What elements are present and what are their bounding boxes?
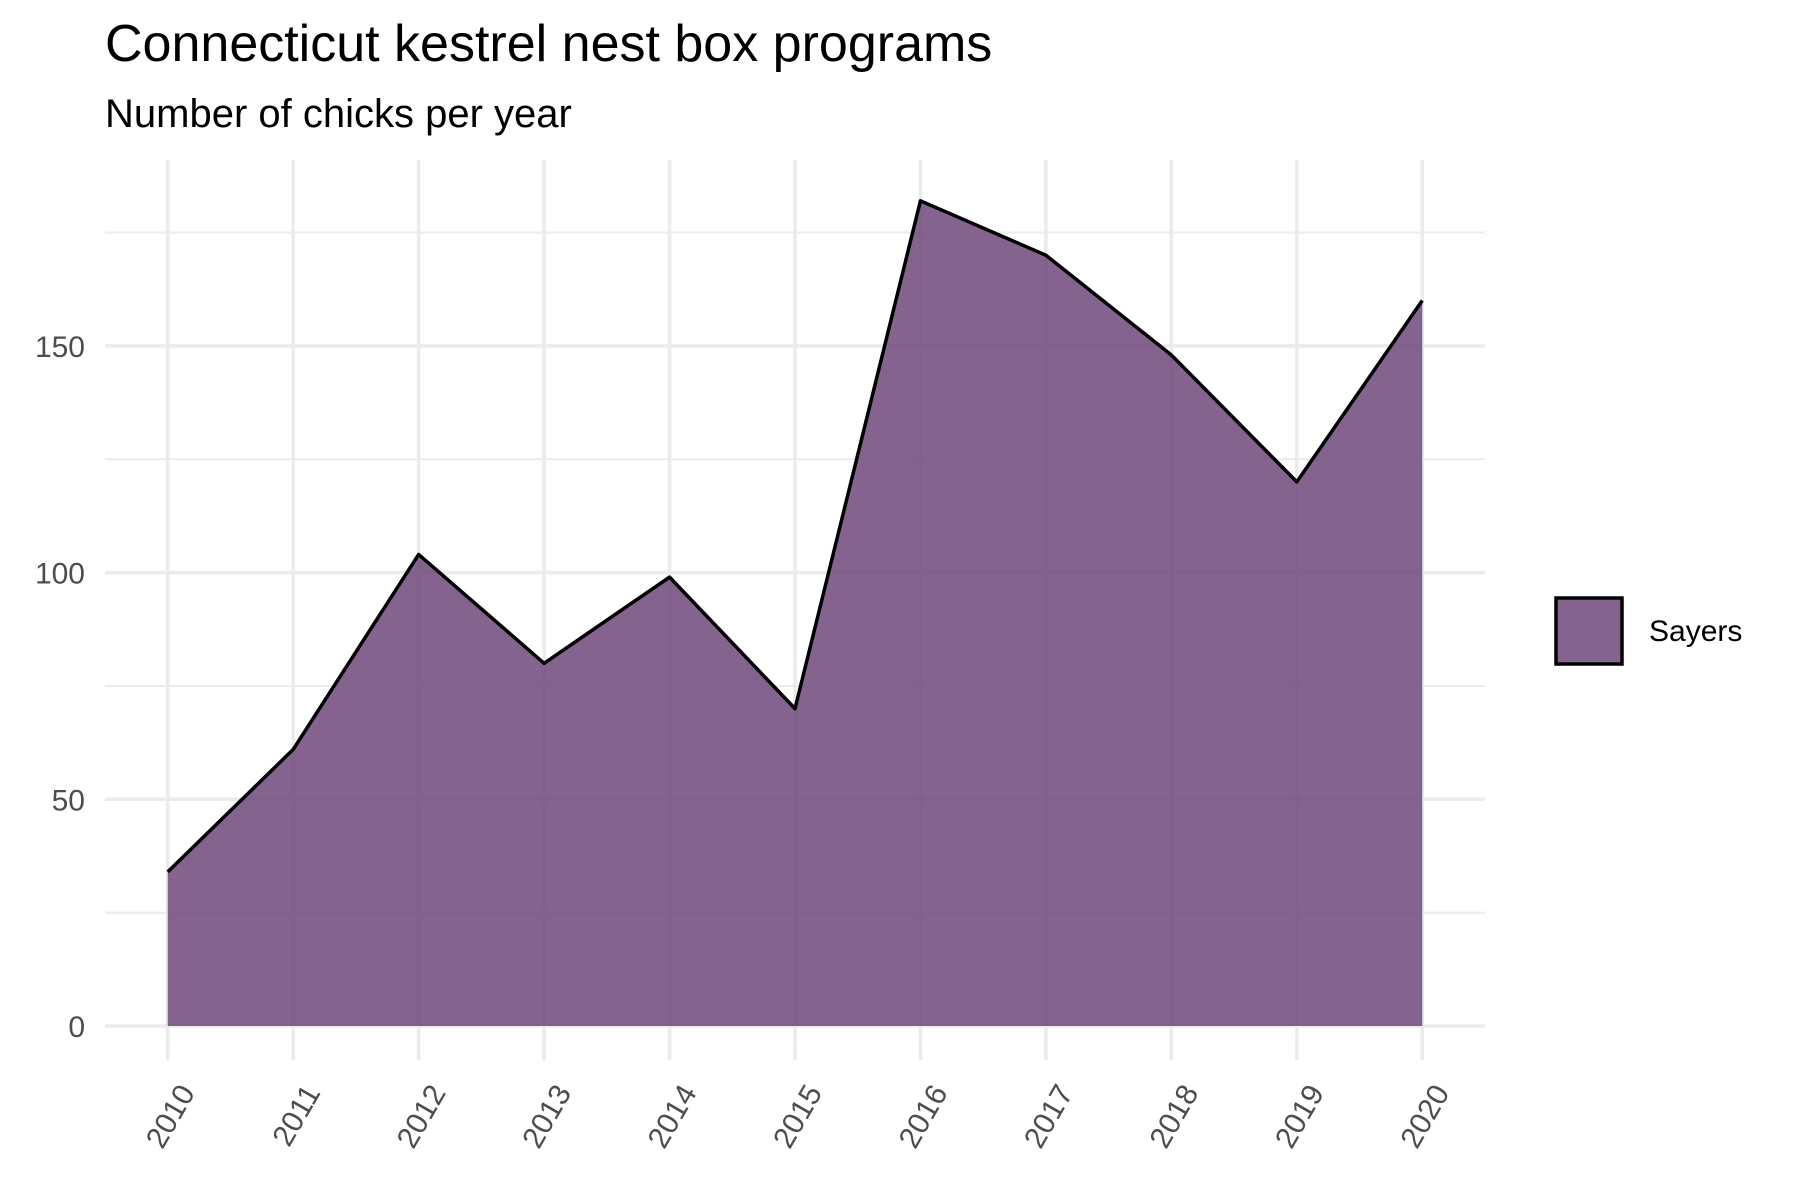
x-tick-label: 2015 bbox=[767, 1079, 829, 1153]
series-outline bbox=[166, 199, 1424, 874]
data-point-2012 bbox=[418, 554, 419, 555]
legend-key-sayers bbox=[1554, 596, 1624, 666]
chart-title: Connecticut kestrel nest box programs bbox=[105, 15, 993, 73]
area-fill-sayers bbox=[167, 200, 1423, 1026]
area-outline-sayers bbox=[166, 199, 1424, 874]
data-point-2019 bbox=[1296, 481, 1297, 482]
data-point-2020 bbox=[1422, 300, 1423, 301]
data-point-2016 bbox=[920, 200, 921, 201]
legend-label: Sayers bbox=[1649, 615, 1742, 648]
area-series bbox=[167, 200, 1423, 1026]
data-point-2014 bbox=[669, 577, 670, 578]
y-tick-label: 150 bbox=[35, 331, 85, 364]
data-point-2011 bbox=[293, 749, 294, 750]
data-point-2010 bbox=[167, 871, 168, 872]
y-tick-label: 100 bbox=[35, 558, 85, 591]
x-tick-label: 2012 bbox=[391, 1079, 453, 1153]
y-tick-label: 0 bbox=[68, 1011, 85, 1044]
data-point-2015 bbox=[795, 708, 796, 709]
data-point-2017 bbox=[1045, 255, 1046, 256]
x-tick-label: 2011 bbox=[266, 1079, 327, 1151]
x-tick-label: 2014 bbox=[642, 1079, 704, 1153]
x-tick-label: 2010 bbox=[140, 1079, 202, 1153]
x-axis-ticks: 2010 2011 2012 2013 2014 2015 2016 2017 2018 2019… bbox=[140, 1079, 1456, 1153]
x-tick-label: 2020 bbox=[1394, 1079, 1456, 1153]
y-tick-label: 50 bbox=[52, 784, 85, 817]
chart-subtitle: Number of chicks per year bbox=[105, 92, 572, 136]
x-tick-label: 2018 bbox=[1143, 1079, 1205, 1153]
data-point-2013 bbox=[544, 663, 545, 664]
x-tick-label: 2019 bbox=[1269, 1079, 1331, 1153]
y-axis-ticks: 0 50 100 150 bbox=[35, 331, 85, 1044]
x-tick-label: 2013 bbox=[516, 1079, 578, 1153]
data-point-2018 bbox=[1171, 354, 1172, 355]
x-tick-label: 2017 bbox=[1018, 1079, 1080, 1153]
x-tick-label: 2016 bbox=[893, 1079, 955, 1153]
legend: Sayers bbox=[1554, 596, 1742, 666]
